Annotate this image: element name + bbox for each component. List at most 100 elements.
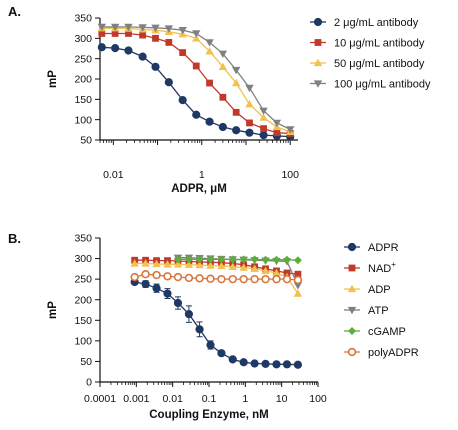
data-point <box>138 24 147 32</box>
data-point <box>272 360 281 369</box>
y-tick-label: 100 <box>74 114 92 126</box>
legend-label: 2 μg/mL antibody <box>334 17 419 29</box>
y-axis-title: mP <box>47 301 59 319</box>
data-point <box>141 279 150 289</box>
data-point <box>261 266 270 275</box>
data-point <box>152 34 159 42</box>
data-point <box>272 119 282 128</box>
legend-marker <box>348 327 356 335</box>
y-tick-label: 150 <box>74 315 92 327</box>
data-point <box>239 274 248 284</box>
legend-label: ADPR <box>368 242 399 254</box>
data-point <box>124 46 133 55</box>
y-tick-label: 150 <box>74 94 92 106</box>
data-point <box>178 96 187 105</box>
series-line <box>134 259 298 275</box>
data-point <box>250 255 259 264</box>
data-point <box>111 43 120 53</box>
legend-marker <box>313 17 323 27</box>
y-tick-label: 0 <box>86 377 92 389</box>
data-point <box>261 255 270 264</box>
data-point <box>228 255 237 264</box>
y-tick-label: 200 <box>74 294 92 306</box>
data-point <box>163 272 172 281</box>
legend-marker <box>347 284 357 293</box>
data-point <box>239 255 248 264</box>
data-point <box>192 110 201 119</box>
series-3 <box>97 23 295 134</box>
data-point <box>206 79 213 87</box>
legend-item: 50 μg/mL antibody <box>310 58 425 70</box>
data-point <box>195 274 204 283</box>
legend-item: ADPR <box>344 242 399 254</box>
legend-marker <box>313 58 323 67</box>
data-point <box>228 274 237 284</box>
data-point <box>217 261 226 270</box>
data-point <box>282 274 292 284</box>
data-point <box>141 259 150 267</box>
x-tick-label: 0.01 <box>103 169 124 181</box>
legend-marker <box>347 242 357 252</box>
x-tick-label: 0.1 <box>202 393 217 405</box>
data-point <box>184 260 194 268</box>
data-point <box>97 23 107 32</box>
chart-panel-b: B. 0 50 100 150 200 250 300 350 0.0001 0.001 0.01 0.… <box>8 231 419 421</box>
data-point <box>184 273 194 283</box>
data-point <box>245 100 254 108</box>
data-point <box>139 31 147 39</box>
data-point <box>205 39 214 47</box>
data-point <box>192 34 201 42</box>
data-point <box>152 259 161 268</box>
data-point <box>163 260 172 268</box>
data-point <box>192 62 200 70</box>
legend-marker <box>347 347 357 357</box>
data-point <box>111 30 119 37</box>
data-point <box>125 30 132 37</box>
data-point <box>164 25 174 33</box>
data-point <box>294 270 302 278</box>
data-point <box>97 43 106 52</box>
data-point <box>218 62 228 70</box>
data-point <box>272 255 281 264</box>
data-point <box>219 93 227 101</box>
data-point <box>218 122 227 132</box>
data-point <box>293 275 303 285</box>
panel-label: B. <box>8 231 21 246</box>
series-4 <box>173 255 302 265</box>
legend-item: cGAMP <box>344 326 406 338</box>
y-tick-label: 200 <box>74 74 92 86</box>
x-tick-label: 0.01 <box>162 393 183 405</box>
data-point <box>245 84 254 93</box>
series-5 <box>130 270 303 285</box>
y-tick-label: 50 <box>80 356 92 368</box>
data-point <box>293 282 303 290</box>
series-1 <box>98 30 294 137</box>
series-line <box>101 46 291 138</box>
data-point <box>273 129 281 137</box>
legend-item: 10 μg/mL antibody <box>310 38 425 50</box>
data-point <box>228 355 237 364</box>
data-point <box>259 113 268 121</box>
y-tick-label: 100 <box>74 335 92 347</box>
y-axis-title: mP <box>47 70 59 88</box>
data-point <box>293 256 302 265</box>
legend-item: ADP <box>344 284 391 296</box>
data-point <box>259 107 268 115</box>
legend-item: NAD+ <box>344 260 396 275</box>
data-point <box>141 270 150 279</box>
data-point <box>293 360 303 369</box>
legend-item: polyADPR <box>344 347 419 359</box>
y-tick-label: 300 <box>74 253 92 265</box>
y-tick-label: 300 <box>74 33 92 45</box>
legend-item: 2 μg/mL antibody <box>310 17 419 29</box>
series-line <box>134 281 298 366</box>
data-point <box>173 255 182 264</box>
data-point <box>218 50 228 58</box>
legend-label: ATP <box>368 305 389 317</box>
x-axis-title: ADPR, μM <box>171 183 227 195</box>
data-point <box>260 125 267 133</box>
data-point <box>217 255 226 264</box>
chart-panel-a: A. 50 100 150 200 250 300 350 0.01 1 100 mP ADPR, μM… <box>8 4 431 195</box>
legend-label: polyADPR <box>368 347 419 359</box>
data-point <box>195 325 204 334</box>
